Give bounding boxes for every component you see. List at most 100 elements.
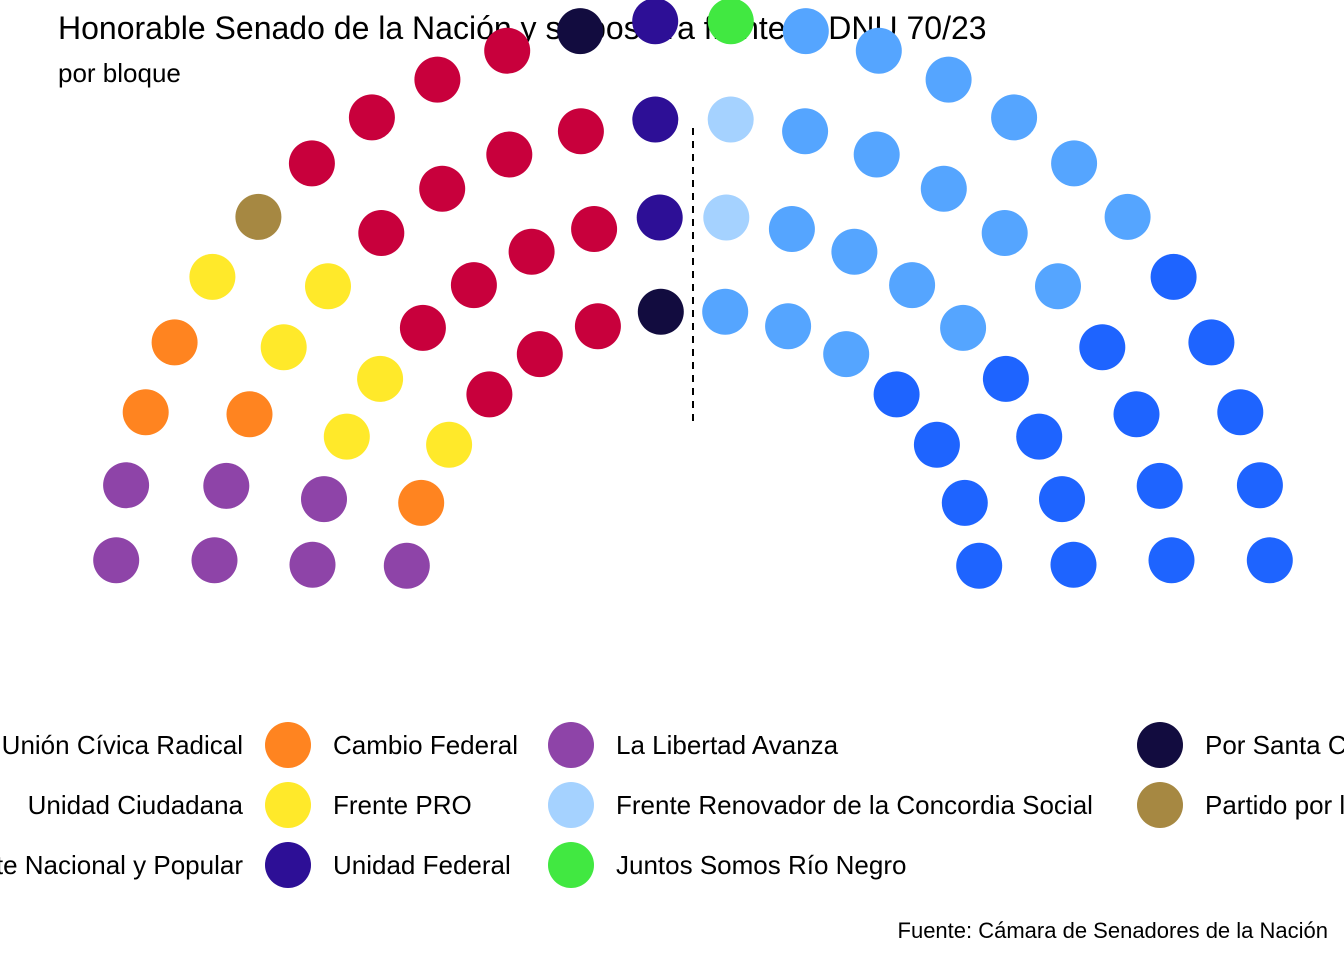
chart-caption: Fuente: Cámara de Senadores de la Nación: [897, 918, 1328, 943]
chart-subtitle: por bloque: [58, 58, 181, 88]
seat: [1016, 413, 1063, 460]
seat: [913, 421, 960, 468]
legend-key: [265, 722, 311, 768]
seat: [426, 421, 473, 468]
seat: [632, 0, 679, 45]
seat: [707, 0, 754, 45]
legend-key: [265, 782, 311, 828]
legend-label: La Libertad Avanza: [616, 729, 839, 760]
seat: [982, 355, 1029, 402]
legend-key: [265, 842, 311, 888]
seat: [288, 140, 335, 187]
seat: [941, 479, 988, 526]
seat: [1113, 391, 1160, 438]
legend-item: Frente PRO: [265, 780, 472, 830]
seat: [348, 94, 395, 141]
seat: [1217, 389, 1264, 436]
seats-group: [93, 0, 1293, 589]
seat: [703, 194, 750, 241]
seat: [383, 542, 430, 589]
seat: [226, 391, 273, 438]
legend-key: [1137, 722, 1183, 768]
seat: [1051, 140, 1098, 187]
seat: [1236, 462, 1283, 509]
seat: [1136, 462, 1183, 509]
seat: [782, 8, 829, 55]
seat: [571, 206, 618, 252]
seat: [831, 228, 878, 275]
seat: [574, 303, 621, 350]
seat: [1104, 193, 1151, 240]
seat: [1039, 476, 1085, 523]
legend-item: Juntos Somos Río Negro: [548, 840, 906, 890]
seat: [301, 476, 347, 523]
seat: [398, 479, 445, 526]
seat: [151, 319, 198, 366]
seat: [235, 193, 282, 240]
legend-item: Partido por la Justicia Social: [1137, 780, 1344, 830]
legend-key: [1137, 782, 1183, 828]
legend-label: Frente Renovador de la Concordia Social: [616, 789, 1093, 820]
seat: [358, 210, 405, 256]
seat: [637, 288, 684, 335]
legend-label: Frente PRO: [333, 789, 472, 820]
seat: [122, 389, 169, 436]
seat: [782, 108, 829, 155]
seat: [940, 304, 987, 351]
seat: [707, 96, 754, 143]
seat: [956, 542, 1003, 589]
seat: [1148, 537, 1195, 584]
legend-key: [548, 782, 594, 828]
seat: [399, 304, 446, 351]
legend-item: Cambio Federal: [265, 720, 518, 770]
seat: [632, 96, 679, 143]
seat: [191, 537, 238, 584]
seat: [305, 263, 351, 310]
seat: [1246, 537, 1293, 584]
seat: [323, 413, 370, 460]
seat: [516, 331, 563, 378]
seat: [289, 541, 336, 588]
seat: [1079, 324, 1126, 371]
seat: [414, 56, 461, 103]
seat: [260, 324, 307, 371]
legend-label: Juntos Somos Río Negro: [616, 849, 907, 880]
parliament-chart: [93, 0, 1293, 589]
seat: [484, 27, 531, 74]
seat: [508, 228, 555, 275]
seat: [636, 194, 683, 241]
seat: [768, 206, 815, 252]
seat: [823, 331, 870, 378]
seat: [93, 537, 140, 584]
seat: [1188, 319, 1235, 366]
seat: [357, 355, 404, 402]
seat: [557, 8, 604, 55]
legend-label: Frente Nacional y Popular: [0, 849, 243, 880]
seat: [103, 462, 150, 509]
legend-label: Por Santa Cruz: [1205, 729, 1344, 760]
seat: [557, 108, 604, 155]
legend-key: [548, 722, 594, 768]
seat: [873, 371, 920, 418]
seat: [1150, 253, 1197, 300]
seat: [981, 210, 1028, 256]
legend-label: Unidad Ciudadana: [27, 789, 243, 820]
seat: [765, 303, 812, 350]
seat: [925, 56, 972, 103]
seat: [853, 131, 900, 178]
seat: [450, 262, 497, 309]
seat: [189, 253, 236, 300]
seat: [486, 131, 533, 178]
seat: [702, 288, 749, 335]
legend-label: Partido por la Justicia Social: [1205, 789, 1344, 820]
legend-item: Frente Renovador de la Concordia Social: [548, 780, 1093, 830]
seat: [466, 371, 513, 418]
seat: [1035, 263, 1081, 310]
legend-label: Unidad Federal: [333, 849, 511, 880]
legend-item: Unión Cívica Radical: [2, 720, 243, 770]
legend-item: Por Santa Cruz: [1137, 720, 1344, 770]
legend-item: La Libertad Avanza: [548, 720, 838, 770]
seat: [855, 27, 902, 74]
seat: [991, 94, 1038, 141]
legend-item: Frente Nacional y Popular: [0, 840, 243, 890]
